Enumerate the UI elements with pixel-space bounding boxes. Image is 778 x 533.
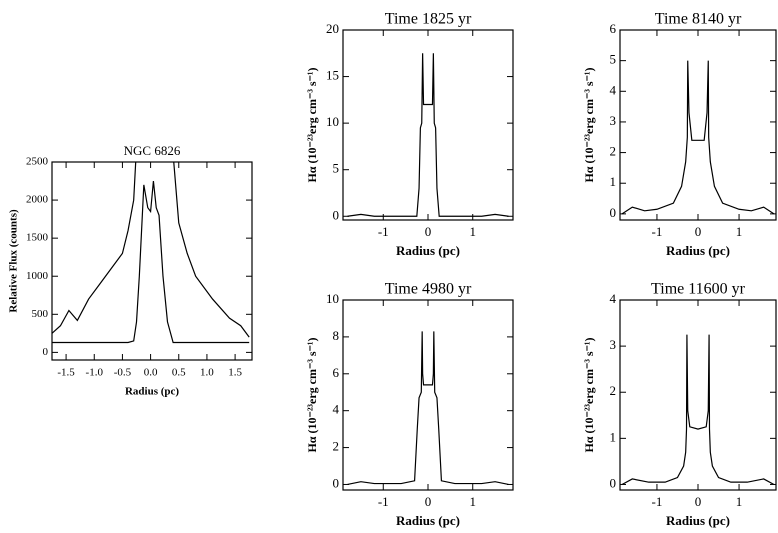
y-tick-label: 4 — [610, 82, 617, 97]
y-tick-label: 10 — [326, 291, 339, 306]
y-tick-label: 20 — [326, 21, 339, 36]
panel: Time 4980 yr Radius (pc) Hα (10⁻²³erg cm⁻³… — [305, 281, 514, 528]
y-axis-label: Hα (10⁻²³erg cm⁻³ s⁻¹) — [582, 337, 596, 452]
y-tick-label: 2 — [610, 383, 617, 398]
plot-frame — [342, 299, 514, 491]
x-tick-label: -1 — [378, 224, 389, 239]
x-tick-label: 0 — [695, 494, 702, 509]
data-line — [347, 331, 509, 486]
plot-frame — [342, 29, 514, 221]
y-tick-label: 5 — [333, 161, 340, 176]
x-axis-label: Radius (pc) — [666, 243, 730, 258]
panel: Time 8140 yr Radius (pc) Hα (10⁻²³erg cm⁻³… — [582, 11, 777, 258]
y-tick-label: 15 — [326, 68, 339, 83]
x-tick-label: -1.5 — [57, 367, 75, 379]
y-tick-label: 2 — [333, 439, 340, 454]
y-tick-label: 2 — [610, 144, 617, 159]
panel: Time 1825 yr Radius (pc) Hα (10⁻²³erg cm⁻³… — [305, 11, 514, 258]
y-tick-label: 1000 — [26, 270, 49, 282]
x-tick-label: 1 — [469, 224, 476, 239]
x-axis-label: Radius (pc) — [666, 513, 730, 528]
x-tick-label: 1.5 — [228, 367, 242, 379]
data-line — [621, 60, 775, 215]
plot-frame — [619, 29, 777, 221]
y-tick-label: 0 — [610, 205, 617, 220]
y-tick-label: 500 — [32, 308, 49, 320]
x-tick-label: 1.0 — [200, 367, 214, 379]
y-tick-label: 0 — [333, 475, 340, 490]
chart-title: Time 8140 yr — [655, 11, 742, 28]
x-tick-label: -1 — [378, 494, 389, 509]
x-tick-label: -1 — [652, 224, 663, 239]
x-axis-label: Radius (pc) — [125, 386, 179, 398]
data-line — [347, 53, 509, 217]
chart-title: Time 4980 yr — [385, 281, 472, 298]
x-tick-label: 1 — [736, 494, 743, 509]
x-tick-label: -1 — [652, 494, 663, 509]
y-tick-label: 1 — [610, 429, 617, 444]
y-tick-label: 4 — [333, 402, 340, 417]
data-line — [52, 162, 250, 338]
y-tick-label: 6 — [610, 21, 617, 36]
x-tick-label: 0.5 — [172, 367, 186, 379]
x-tick-label: 0 — [425, 224, 432, 239]
x-tick-label: 1 — [736, 224, 743, 239]
y-tick-label: 8 — [333, 328, 340, 343]
y-tick-label: 6 — [333, 365, 340, 380]
y-tick-label: 4 — [610, 291, 617, 306]
y-axis-label: Hα (10⁻²³erg cm⁻³ s⁻¹) — [582, 67, 596, 182]
panel: NGC 6826 Radius (pc) Relative Flux (counts… — [8, 143, 253, 398]
plot-frame — [619, 299, 777, 491]
x-tick-label: 0 — [695, 224, 702, 239]
data-line — [621, 334, 775, 485]
y-tick-label: 3 — [610, 337, 617, 352]
y-tick-label: 0 — [333, 207, 340, 222]
panel: Time 11600 yr Radius (pc) Hα (10⁻²³erg cm⁻… — [582, 281, 777, 528]
x-tick-label: -1.0 — [86, 367, 104, 379]
chart-title: Time 11600 yr — [651, 281, 746, 298]
y-tick-label: 5 — [610, 52, 617, 67]
plot-frame — [51, 161, 253, 361]
chart-title: NGC 6826 — [124, 143, 181, 158]
y-tick-label: 1500 — [26, 232, 49, 244]
x-tick-label: -0.5 — [114, 367, 132, 379]
x-tick-label: 1 — [469, 494, 476, 509]
y-axis-label: Hα (10⁻²³erg cm⁻³ s⁻¹) — [305, 67, 319, 182]
x-tick-label: 0 — [425, 494, 432, 509]
data-line — [52, 180, 250, 344]
x-axis-label: Radius (pc) — [396, 243, 460, 258]
y-axis-label: Hα (10⁻²³erg cm⁻³ s⁻¹) — [305, 337, 319, 452]
y-tick-label: 10 — [326, 114, 339, 129]
y-tick-label: 3 — [610, 113, 617, 128]
y-tick-label: 0 — [43, 346, 49, 358]
x-axis-label: Radius (pc) — [396, 513, 460, 528]
y-tick-label: 1 — [610, 174, 617, 189]
y-axis-label: Relative Flux (counts) — [8, 209, 20, 313]
x-tick-label: 0.0 — [144, 367, 158, 379]
y-tick-label: 2500 — [26, 156, 49, 168]
y-tick-label: 2000 — [26, 194, 49, 206]
y-tick-label: 0 — [610, 475, 617, 490]
chart-title: Time 1825 yr — [385, 11, 472, 28]
